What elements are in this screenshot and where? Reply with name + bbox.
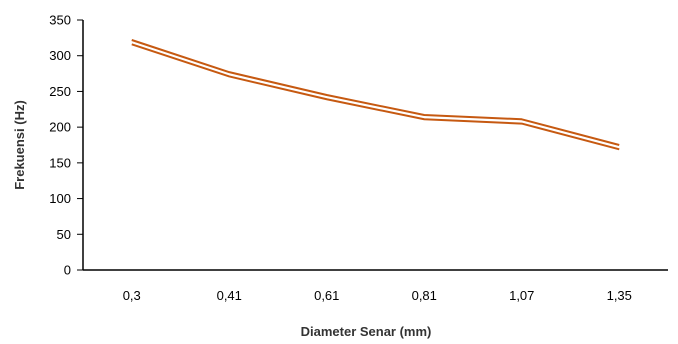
- x-tick-label: 0,61: [314, 288, 339, 303]
- x-tick-label: 0,81: [412, 288, 437, 303]
- x-tick-label: 0,41: [217, 288, 242, 303]
- y-axis-title: Frekuensi (Hz): [12, 100, 27, 190]
- y-tick-label: 200: [49, 120, 71, 135]
- y-tick-label: 0: [64, 263, 71, 278]
- y-tick-label: 300: [49, 48, 71, 63]
- x-axis-ticks: 0,3 0,41 0,61 0,81 1,07 1,35: [123, 288, 632, 303]
- x-axis-title: Diameter Senar (mm): [301, 324, 432, 339]
- x-tick-label: 0,3: [123, 288, 141, 303]
- y-tick-label: 100: [49, 191, 71, 206]
- y-tick-label: 150: [49, 155, 71, 170]
- y-axis-ticks: 0 50 100 150 200 250 300 350: [49, 13, 83, 278]
- x-tick-label: 1,07: [509, 288, 534, 303]
- y-tick-label: 50: [57, 227, 71, 242]
- y-tick-label: 250: [49, 84, 71, 99]
- x-tick-label: 1,35: [607, 288, 632, 303]
- series-line-2: [131, 43, 620, 151]
- y-tick-label: 350: [49, 13, 71, 28]
- series-line-1: [131, 39, 620, 146]
- series-layer: [131, 39, 620, 151]
